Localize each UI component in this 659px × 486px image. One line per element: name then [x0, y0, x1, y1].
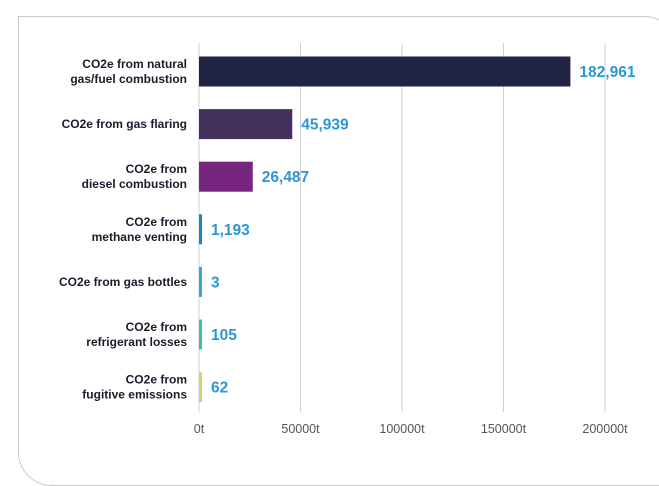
x-tick-label: 200000t [582, 422, 628, 436]
x-tick-label: 50000t [281, 422, 320, 436]
category-label: fugitive emissions [82, 388, 187, 402]
value-label: 45,939 [301, 117, 349, 134]
category-label: CO2e from [126, 215, 187, 229]
category-label: methane venting [92, 230, 187, 244]
bar [199, 109, 293, 140]
bar [199, 161, 253, 192]
x-tick-label: 100000t [379, 422, 425, 436]
x-tick-label: 150000t [481, 422, 527, 436]
category-label: gas/fuel combustion [70, 72, 187, 86]
chart-card [18, 16, 659, 486]
bar [199, 266, 202, 297]
category-label: CO2e from gas bottles [59, 275, 187, 289]
value-label: 182,961 [579, 64, 635, 81]
value-label: 1,193 [211, 222, 250, 239]
value-label: 26,487 [262, 169, 309, 186]
value-label: 3 [211, 274, 220, 291]
value-label: 105 [211, 327, 237, 344]
chart: 0t 50000t 100000t 150000t 200000t CO2e from n… [59, 43, 636, 436]
x-tick-label: 0t [194, 422, 205, 436]
bar [199, 56, 571, 87]
value-label: 62 [211, 380, 228, 397]
category-label: diesel combustion [82, 177, 187, 191]
category-label: refrigerant losses [86, 335, 187, 349]
category-label: CO2e from natural [82, 57, 187, 71]
category-label: CO2e from [126, 320, 187, 334]
bar [199, 319, 202, 350]
category-label: CO2e from gas flaring [62, 117, 187, 131]
category-label: CO2e from [126, 373, 187, 387]
bar [199, 214, 202, 245]
bar [199, 372, 202, 403]
category-label: CO2e from [126, 162, 187, 176]
